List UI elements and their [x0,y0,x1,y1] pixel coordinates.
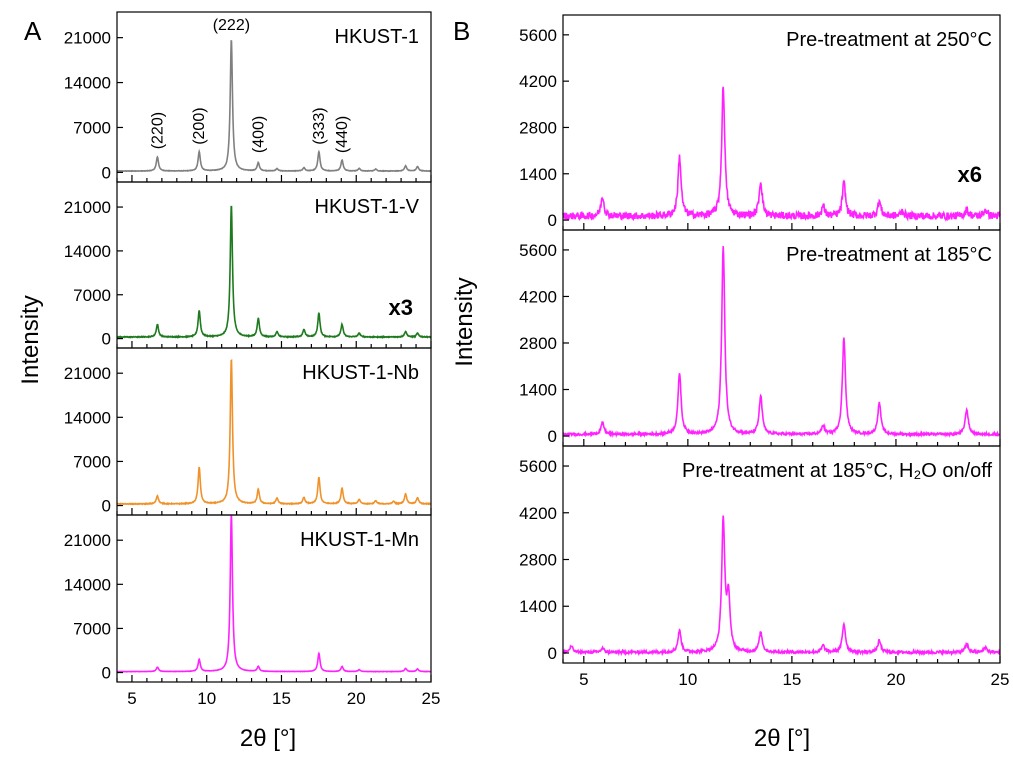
y-tick-label: 1400 [519,381,557,400]
y-tick-label: 2800 [519,551,557,570]
y-tick-label: 7000 [73,619,111,638]
panel-B-0: 0 1400 2800 4200 5600 Pre-treatment at 250°C x… [519,14,1001,231]
peak-annotation: (220) [149,112,166,149]
y-tick-label: 21000 [64,29,111,48]
series-label: HKUST-1-Nb [302,362,419,384]
y-tick-label: 0 [102,664,111,683]
peak-annotation: (400) [250,116,267,153]
y-tick-label: 14000 [64,242,111,261]
x-tick-label: 15 [272,689,291,708]
y-tick-label: 5600 [519,26,557,45]
y-tick-label: 0 [102,163,111,182]
x-tick-label: 20 [886,670,905,689]
y-tick-label: 2800 [519,118,557,137]
x-tick-label: 5 [127,689,136,708]
y-tick-label: 21000 [64,364,111,383]
panel-A-2: 0 7000 14000 21000 HKUST-1-Nb [64,347,432,516]
y-axis-title-b: Intensity [451,277,478,366]
peak-annotation: (222) [213,17,250,34]
y-tick-label: 21000 [64,531,111,550]
peak-annotation: (440) [334,116,351,153]
y-tick-label: 4200 [519,504,557,523]
y-tick-label: 0 [548,427,557,446]
y-tick-label: 2800 [519,334,557,353]
x-tick-label: 10 [678,670,697,689]
y-tick-label: 4200 [519,72,557,91]
series-line [117,515,431,673]
y-tick-label: 0 [548,211,557,230]
y-tick-label: 14000 [64,408,111,427]
x-axis-title-b: 2θ [°] [754,725,810,752]
series-label: Pre-treatment at 185°C, H₂O on/off [682,460,992,482]
series-line [116,359,432,506]
y-tick-label: 7000 [73,118,111,137]
panel-A-1: 0 7000 14000 21000 HKUST-1-V x3 [64,181,432,349]
x-axis-title-a: 2θ [°] [240,725,296,752]
x-tick-label: 25 [991,670,1010,689]
y-tick-label: 0 [102,330,111,349]
y-tick-label: 0 [548,644,557,663]
peak-annotation: (333) [311,107,328,144]
y-tick-label: 21000 [64,198,111,217]
y-tick-label: 4200 [519,287,557,306]
series-line [116,39,432,173]
series-line [562,86,1001,222]
peak-annotation: (200) [191,107,208,144]
y-tick-label: 5600 [519,241,557,260]
plot-frame [562,445,1001,664]
panel-B-1: 0 1400 2800 4200 5600 Pre-treatment at 185°C [519,229,1001,447]
series-line [562,246,1000,439]
scale-multiplier: x6 [958,162,982,187]
y-tick-label: 0 [102,497,111,516]
y-tick-label: 7000 [73,452,111,471]
panel-letter-a: A [24,16,42,46]
y-tick-label: 1400 [519,165,557,184]
x-tick-label: 5 [579,670,588,689]
y-tick-label: 5600 [519,457,557,476]
plot-frame [116,514,432,683]
y-tick-label: 14000 [64,575,111,594]
panel-A-3: 0 7000 14000 21000 HKUST-1-Mn 5 10 15 20 25 [64,514,441,708]
y-tick-label: 7000 [73,286,111,305]
panel-letter-b: B [453,16,470,46]
series-label: HKUST-1-Mn [300,529,419,551]
x-tick-label: 20 [347,689,366,708]
series-label: Pre-treatment at 250°C [786,29,992,51]
y-axis-title-a: Intensity [17,295,44,384]
panel-B-2: 0 1400 2800 4200 5600 Pre-treatment at 185°C,… [519,445,1010,689]
series-label: Pre-treatment at 185°C [786,244,992,266]
y-tick-label: 1400 [519,597,557,616]
x-tick-label: 25 [422,689,441,708]
panel-A-0: 0 7000 14000 21000 HKUST-1 (220) (200) (222) (40… [64,11,432,183]
series-label: HKUST-1-V [315,196,420,218]
series-line [562,515,1001,657]
series-label: HKUST-1 [335,26,419,48]
x-tick-label: 15 [782,670,801,689]
series-line [116,205,432,340]
scale-multiplier: x3 [389,295,413,320]
x-tick-label: 10 [197,689,216,708]
y-tick-label: 14000 [64,74,111,93]
